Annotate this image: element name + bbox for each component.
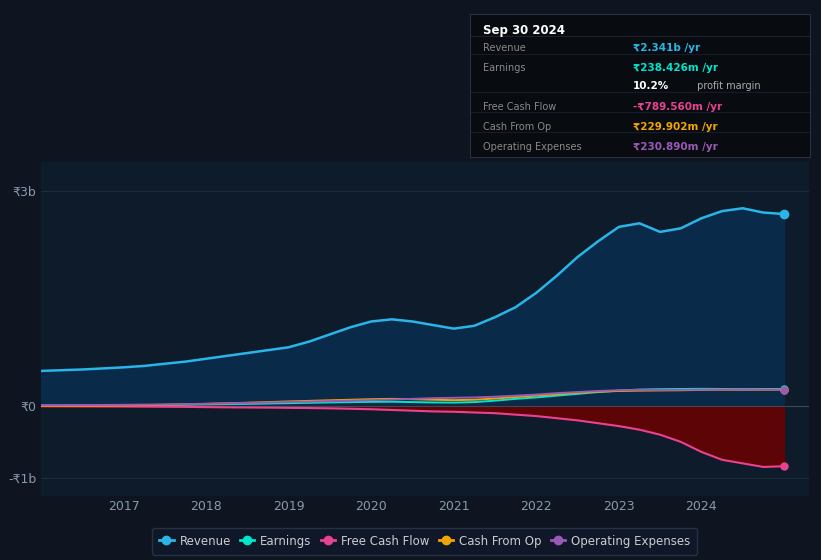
Text: Cash From Op: Cash From Op xyxy=(484,122,552,132)
Text: ₹229.902m /yr: ₹229.902m /yr xyxy=(633,122,718,132)
Legend: Revenue, Earnings, Free Cash Flow, Cash From Op, Operating Expenses: Revenue, Earnings, Free Cash Flow, Cash … xyxy=(152,528,698,554)
Text: ₹238.426m /yr: ₹238.426m /yr xyxy=(633,63,718,73)
Text: Operating Expenses: Operating Expenses xyxy=(484,142,582,152)
Text: -₹789.560m /yr: -₹789.560m /yr xyxy=(633,102,722,112)
Text: Sep 30 2024: Sep 30 2024 xyxy=(484,24,565,37)
Text: Free Cash Flow: Free Cash Flow xyxy=(484,102,557,112)
Text: ₹230.890m /yr: ₹230.890m /yr xyxy=(633,142,718,152)
Text: Revenue: Revenue xyxy=(484,43,526,53)
Text: profit margin: profit margin xyxy=(694,81,760,91)
Text: Earnings: Earnings xyxy=(484,63,525,73)
Text: 10.2%: 10.2% xyxy=(633,81,669,91)
Text: ₹2.341b /yr: ₹2.341b /yr xyxy=(633,43,699,53)
